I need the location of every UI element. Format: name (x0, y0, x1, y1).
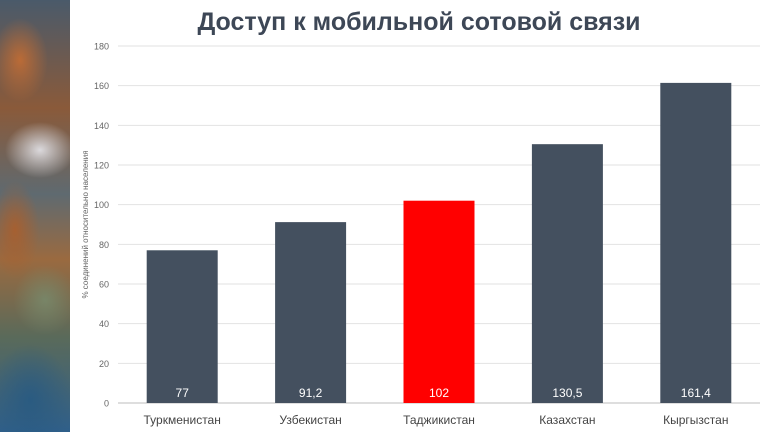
y-axis-label: % соединений относительно населения (81, 150, 90, 298)
x-tick-label: Казахстан (539, 413, 595, 427)
data-label: 161,4 (681, 386, 711, 400)
data-label: 91,2 (299, 386, 323, 400)
chart-title: Доступ к мобильной сотовой связи (197, 8, 641, 36)
x-tick-label: Кыргызстан (663, 413, 728, 427)
data-label: 102 (429, 386, 449, 400)
bar (275, 222, 347, 403)
mountain-satellite-image (0, 0, 70, 432)
y-tick-label: 180 (94, 42, 109, 52)
y-tick-label: 140 (94, 121, 109, 131)
y-tick-label: 80 (99, 240, 109, 250)
bar (531, 144, 603, 404)
data-label: 130,5 (552, 386, 582, 400)
data-label: 77 (176, 386, 190, 400)
y-tick-label: 0 (104, 399, 109, 409)
y-tick-label: 120 (94, 161, 109, 171)
x-tick-label: Узбекистан (279, 413, 341, 427)
x-tick-label: Таджикистан (403, 413, 475, 427)
y-tick-label: 60 (99, 280, 109, 290)
y-tick-label: 40 (99, 319, 109, 329)
bar (660, 82, 732, 403)
bar (146, 250, 218, 403)
bar (403, 200, 475, 403)
y-tick-label: 20 (99, 359, 109, 369)
x-tick-label: Туркменистан (144, 413, 221, 427)
y-tick-label: 160 (94, 81, 109, 91)
y-tick-label: 100 (94, 200, 109, 210)
